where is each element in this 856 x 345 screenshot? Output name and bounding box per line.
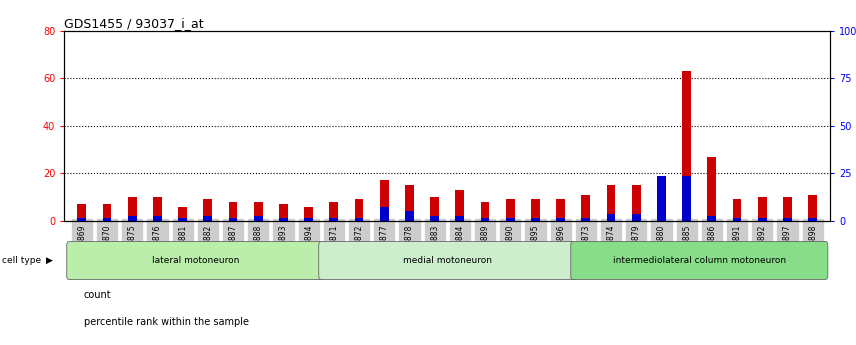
Bar — [707, 216, 716, 221]
Bar — [330, 218, 338, 221]
Bar — [682, 71, 691, 221]
FancyBboxPatch shape — [318, 241, 576, 279]
Bar — [808, 195, 817, 221]
Bar — [455, 190, 464, 221]
Bar — [733, 218, 741, 221]
FancyBboxPatch shape — [571, 241, 828, 279]
Bar — [77, 218, 86, 221]
Text: percentile rank within the sample: percentile rank within the sample — [84, 317, 249, 327]
Bar — [153, 197, 162, 221]
Bar — [481, 218, 490, 221]
Bar — [77, 204, 86, 221]
Bar — [607, 214, 615, 221]
Bar — [128, 197, 137, 221]
Bar — [783, 218, 792, 221]
Bar — [431, 197, 439, 221]
Bar — [506, 199, 514, 221]
Bar — [632, 185, 640, 221]
Bar — [581, 195, 591, 221]
Bar — [556, 218, 565, 221]
Bar — [581, 218, 591, 221]
Bar — [733, 199, 741, 221]
Bar — [204, 216, 212, 221]
Bar — [808, 218, 817, 221]
Bar — [632, 214, 640, 221]
Bar — [204, 199, 212, 221]
Bar — [431, 216, 439, 221]
Bar — [405, 185, 413, 221]
Text: medial motoneuron: medial motoneuron — [403, 256, 491, 265]
Bar — [506, 218, 514, 221]
Bar — [304, 207, 313, 221]
Text: intermediolateral column motoneuron: intermediolateral column motoneuron — [613, 256, 786, 265]
Text: ▶: ▶ — [46, 256, 53, 265]
FancyBboxPatch shape — [67, 241, 324, 279]
Bar — [405, 211, 413, 221]
Bar — [607, 185, 615, 221]
Bar — [758, 197, 767, 221]
Bar — [229, 218, 237, 221]
Bar — [531, 218, 540, 221]
Bar — [229, 202, 237, 221]
Bar — [254, 202, 263, 221]
Text: cell type: cell type — [2, 256, 41, 265]
Bar — [178, 218, 187, 221]
Bar — [279, 218, 288, 221]
Bar — [354, 218, 364, 221]
Text: GDS1455 / 93037_i_at: GDS1455 / 93037_i_at — [64, 17, 204, 30]
Bar — [657, 183, 666, 221]
Bar — [103, 218, 111, 221]
Bar — [707, 157, 716, 221]
Bar — [330, 202, 338, 221]
Bar — [556, 199, 565, 221]
Bar — [380, 180, 389, 221]
Bar — [783, 197, 792, 221]
Bar — [481, 202, 490, 221]
Bar — [455, 216, 464, 221]
Bar — [103, 204, 111, 221]
Text: lateral motoneuron: lateral motoneuron — [152, 256, 239, 265]
Bar — [380, 207, 389, 221]
Bar — [354, 199, 364, 221]
Bar — [304, 218, 313, 221]
Text: count: count — [84, 290, 111, 299]
Bar — [531, 199, 540, 221]
Bar — [128, 216, 137, 221]
Bar — [682, 176, 691, 221]
Bar — [178, 207, 187, 221]
Bar — [279, 204, 288, 221]
Bar — [758, 218, 767, 221]
Bar — [254, 216, 263, 221]
Bar — [657, 176, 666, 221]
Bar — [153, 216, 162, 221]
